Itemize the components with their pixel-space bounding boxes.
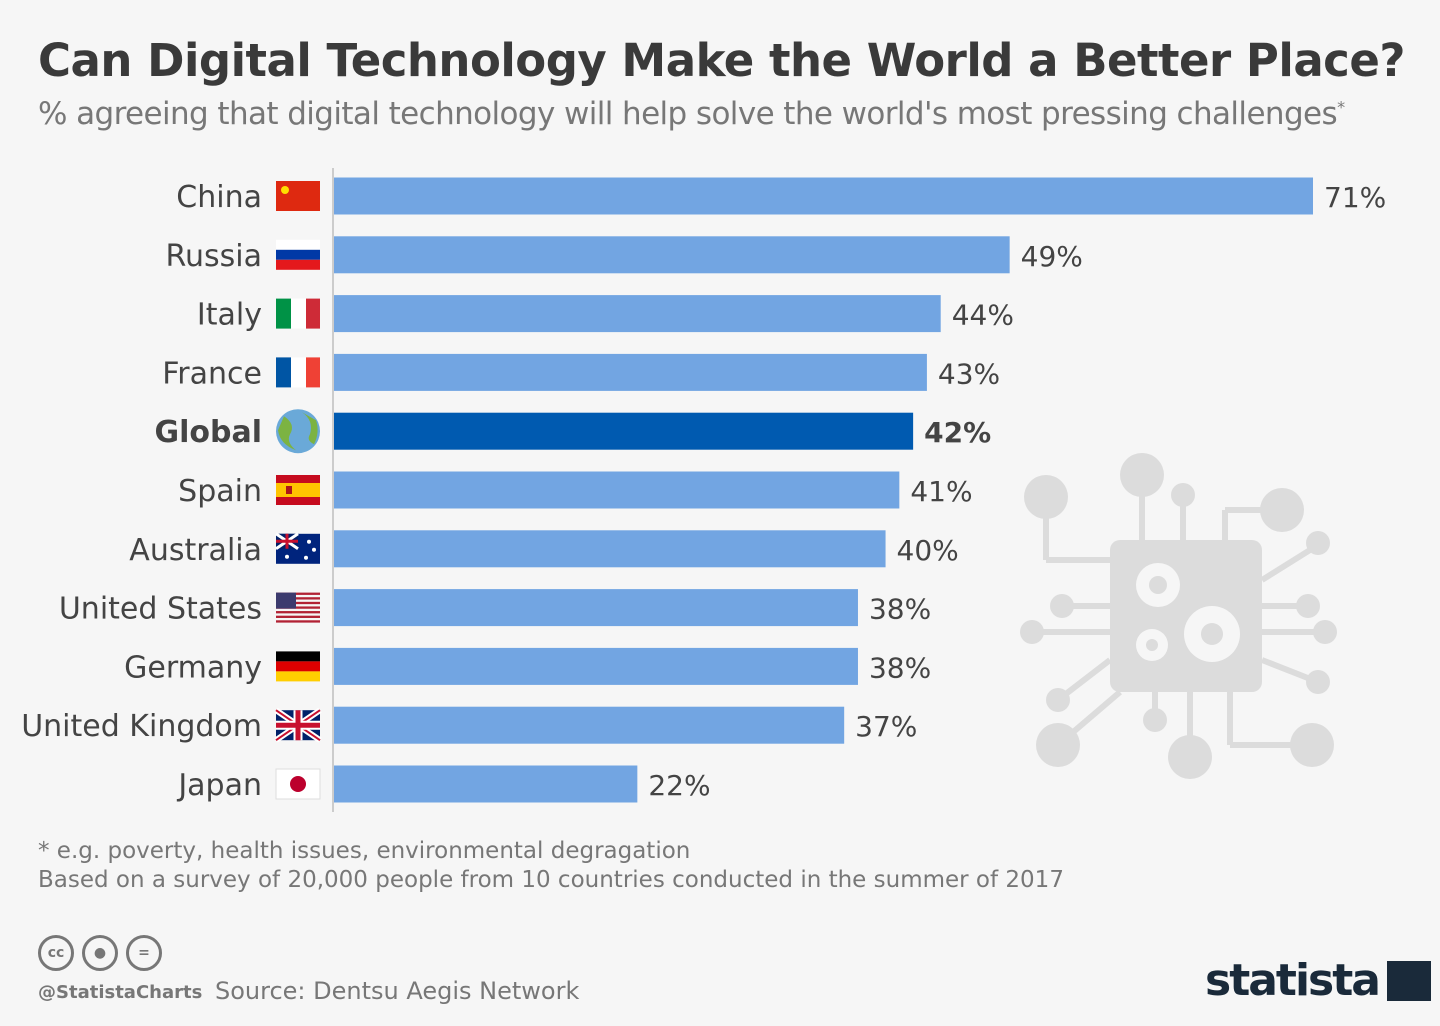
flag-france-icon (276, 357, 320, 388)
flag-japan-icon (275, 768, 321, 800)
category-label: Russia (166, 239, 263, 274)
value-label: 41% (910, 475, 972, 508)
value-label: 40% (897, 534, 959, 567)
bar (334, 706, 845, 744)
bar (334, 412, 914, 450)
chart-title: Can Digital Technology Make the World a … (38, 34, 1405, 87)
flag-russia-icon (276, 239, 320, 270)
bar (334, 353, 927, 391)
attribution-icon: ● (82, 935, 118, 971)
bar (334, 236, 1010, 274)
category-label: Australia (129, 533, 262, 568)
value-label: 49% (1021, 240, 1083, 273)
value-label: 38% (869, 593, 931, 626)
bar-row-china: China 71% (176, 177, 1386, 215)
footnote-mark: * (1337, 97, 1345, 117)
category-label: France (162, 356, 262, 391)
bar-row-united-states: United States 38% (59, 589, 931, 627)
flag-germany-icon (276, 651, 320, 682)
subtitle-text: % agreeing that digital technology will … (38, 96, 1338, 132)
value-label: 44% (952, 299, 1014, 332)
bar-row-global: Global 42% (154, 409, 991, 454)
bar (334, 295, 941, 333)
no-derivatives-icon: = (126, 935, 162, 971)
flag-italy-icon (276, 298, 320, 329)
bar-row-italy: Italy 44% (197, 295, 1014, 333)
value-label: 71% (1324, 181, 1386, 214)
bar-row-russia: Russia 49% (166, 236, 1083, 274)
bar-row-japan: Japan 22% (176, 765, 711, 803)
statista-logo-icon (1386, 960, 1431, 1001)
value-label: 42% (924, 416, 991, 449)
chart-subtitle: % agreeing that digital technology will … (38, 96, 1345, 132)
logo-text: statista (1205, 955, 1381, 1006)
category-label: Italy (197, 298, 262, 333)
value-label: 43% (938, 357, 1000, 390)
statista-logo: statista (1205, 955, 1431, 1006)
bar-row-germany: Germany 38% (124, 647, 931, 685)
flag-australia-icon (275, 532, 320, 564)
category-label: Japan (176, 768, 262, 803)
flag-uk-icon (274, 707, 322, 743)
category-label: Germany (124, 650, 262, 685)
bar-row-france: France 43% (162, 353, 1000, 391)
flag-usa-icon (276, 592, 320, 623)
category-label: China (176, 180, 262, 215)
category-label: Global (154, 415, 262, 450)
bar (334, 589, 858, 627)
creative-commons-icon: cc (38, 935, 74, 971)
footnote: * e.g. poverty, health issues, environme… (38, 838, 691, 864)
bar (334, 471, 900, 509)
value-label: 38% (869, 651, 931, 684)
bar-row-united-kingdom: United Kingdom 37% (21, 706, 917, 744)
license-icons: cc ● = (38, 935, 162, 971)
survey-note: Based on a survey of 20,000 people from … (38, 867, 1064, 893)
bar-row-spain: Spain 41% (178, 471, 973, 509)
category-label: Spain (178, 474, 262, 509)
bar (334, 177, 1313, 215)
flag-spain-icon (276, 475, 320, 505)
source: Source: Dentsu Aegis Network (215, 977, 580, 1005)
category-label: United States (59, 592, 262, 627)
bar-row-australia: Australia 40% (129, 530, 959, 568)
value-label: 37% (855, 710, 917, 743)
flag-china-icon (276, 181, 320, 211)
globe-icon (276, 409, 320, 454)
bar (334, 647, 858, 685)
bar (334, 765, 638, 803)
bar-chart: China 71% Russia 49% Italy 44% France 43% Global… (21, 168, 1386, 812)
value-label: 22% (648, 769, 710, 802)
bar (334, 530, 886, 568)
category-label: United Kingdom (21, 709, 262, 744)
twitter-handle: @StatistaCharts (38, 982, 203, 1003)
